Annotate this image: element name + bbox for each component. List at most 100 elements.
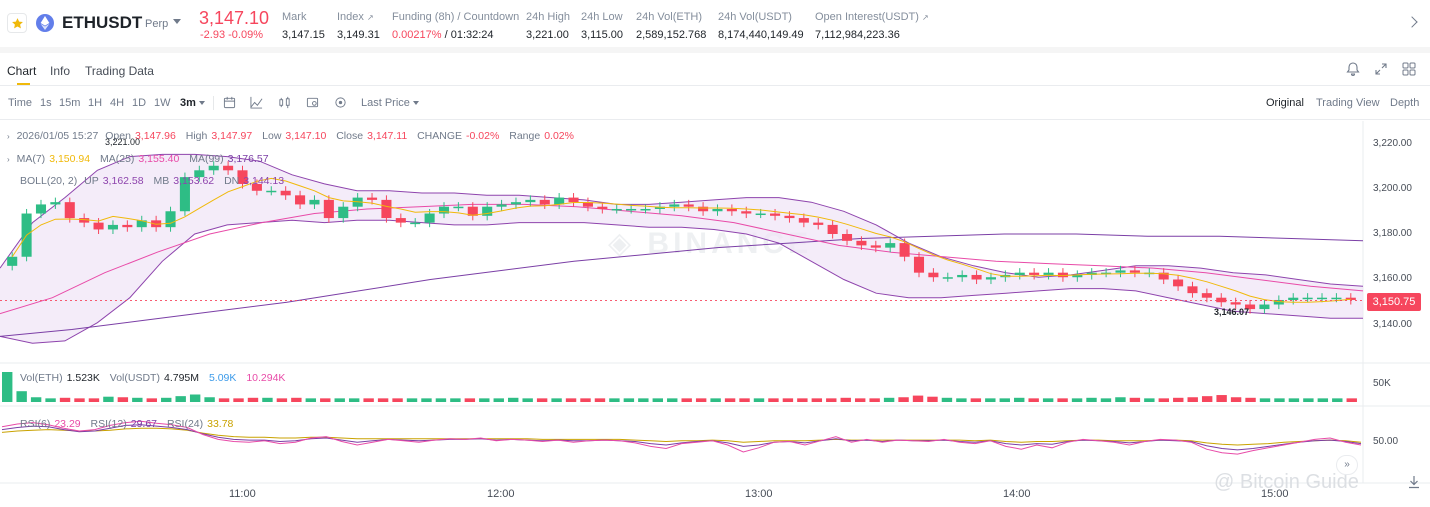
chart-area[interactable]: ◈ BINANCE › 2026/01/05 15:27 Open 3,147.9… [0, 121, 1430, 507]
volume-bar [854, 398, 866, 402]
indicator-icon[interactable] [250, 96, 263, 109]
bell-icon[interactable] [1345, 61, 1361, 77]
candle [208, 165, 219, 171]
view-original[interactable]: Original [1266, 97, 1304, 109]
tab-info[interactable]: Info [50, 64, 71, 78]
candle [582, 202, 593, 207]
candle [611, 208, 622, 211]
active-tab-indicator [17, 83, 30, 85]
stat-label: 24h Low [581, 11, 623, 23]
calendar-icon[interactable] [223, 96, 236, 109]
tab-chart[interactable]: Chart [7, 64, 37, 78]
current-price-tag: 3,150.75 [1367, 293, 1421, 311]
settings-icon[interactable] [334, 96, 347, 109]
download-icon[interactable] [1407, 475, 1421, 489]
candle [482, 206, 493, 216]
stat-value: 3,147.15 [282, 29, 325, 41]
candle [899, 243, 910, 257]
candle [841, 234, 853, 241]
volume-bar [1014, 397, 1025, 402]
volume-bar [146, 398, 157, 402]
tab-trading-data[interactable]: Trading Data [85, 64, 154, 78]
candle-type-icon[interactable] [278, 96, 291, 109]
stat-index[interactable]: Index ↗ 3,149.31 [337, 11, 380, 41]
volume-bar [768, 398, 779, 402]
symbol-name[interactable]: ETHUSDT [62, 13, 143, 32]
volume-bar [189, 394, 201, 402]
stat-label: Mark [282, 11, 307, 23]
kline-chart[interactable] [0, 121, 1430, 507]
eth-icon [36, 14, 54, 32]
volume-bar [2, 372, 13, 402]
volume-bar [233, 398, 244, 402]
stat-mark: Mark 3,147.15 [282, 11, 325, 41]
candle [453, 206, 464, 209]
candle [280, 190, 291, 196]
volume-bar [883, 397, 895, 402]
candle [1331, 297, 1342, 300]
volume-bar [1100, 398, 1112, 402]
brand-watermark: @ Bitcoin Guide [1214, 471, 1359, 493]
candle [957, 274, 968, 278]
volume-bar [479, 398, 490, 402]
volume-bar [363, 398, 374, 402]
stat-value: 8,174,440,149.49 [718, 29, 804, 41]
candle [50, 202, 61, 205]
scroll-to-latest-button[interactable]: » [1336, 455, 1358, 475]
candle [1245, 304, 1256, 310]
volume-bar [782, 398, 794, 402]
interval-1d[interactable]: 1D [132, 97, 147, 109]
candle [395, 218, 406, 223]
layout-icon[interactable] [1401, 61, 1417, 77]
volume-legend: Vol(ETH) 1.523K Vol(USDT) 4.795M 5.09K 10.… [20, 372, 286, 384]
volume-bar [970, 398, 982, 402]
candle [223, 165, 234, 171]
chevron-down-icon[interactable] [173, 19, 181, 24]
volume-bar [941, 397, 953, 402]
volume-bar [1129, 397, 1141, 402]
volume-bar [1245, 397, 1256, 402]
stat-open-interest[interactable]: Open Interest(USDT) ↗ 7,112,984,223.36 [815, 11, 929, 41]
candle [913, 256, 925, 273]
view-depth[interactable]: Depth [1390, 97, 1420, 109]
chevron-right-icon[interactable] [1406, 16, 1418, 28]
volume-bar [1173, 397, 1184, 402]
volume-bar [739, 398, 750, 402]
volume-bar [1230, 397, 1242, 402]
chart-settings-icon[interactable] [306, 96, 319, 109]
candle [266, 190, 277, 193]
candle [496, 204, 507, 207]
interval-time[interactable]: Time [8, 97, 33, 109]
candle [424, 213, 435, 223]
candle [1216, 297, 1227, 303]
time-tick: 11:00 [229, 488, 256, 500]
interval-4h[interactable]: 4H [110, 97, 125, 109]
view-trading-view[interactable]: Trading View [1316, 97, 1380, 109]
volume-bar [508, 397, 519, 402]
volume-bar [927, 396, 938, 402]
volume-bar [1346, 398, 1357, 402]
price-type-dropdown[interactable]: Last Price [361, 97, 419, 109]
interval-1h[interactable]: 1H [88, 97, 103, 109]
volume-bar [45, 398, 56, 402]
candle [784, 215, 795, 219]
candle [251, 183, 262, 191]
stat-24h-vol-eth: 24h Vol(ETH) 2,589,152.768 [636, 11, 706, 41]
interval-1w[interactable]: 1W [154, 97, 171, 109]
favorite-button[interactable] [7, 13, 27, 33]
candle [237, 170, 248, 184]
volume-bar [753, 398, 765, 402]
candle [309, 199, 320, 205]
volume-bar [493, 398, 504, 402]
candle [93, 222, 104, 230]
volume-bar [450, 398, 461, 402]
candle [640, 208, 651, 211]
candle [798, 218, 809, 223]
candle [1230, 302, 1241, 305]
interval-dropdown[interactable]: 3m [180, 97, 205, 109]
expand-icon[interactable] [1373, 61, 1389, 77]
volume-bar [276, 398, 288, 402]
volume-bar [16, 391, 27, 402]
interval-1s[interactable]: 1s [40, 97, 52, 109]
interval-15m[interactable]: 15m [59, 97, 81, 109]
